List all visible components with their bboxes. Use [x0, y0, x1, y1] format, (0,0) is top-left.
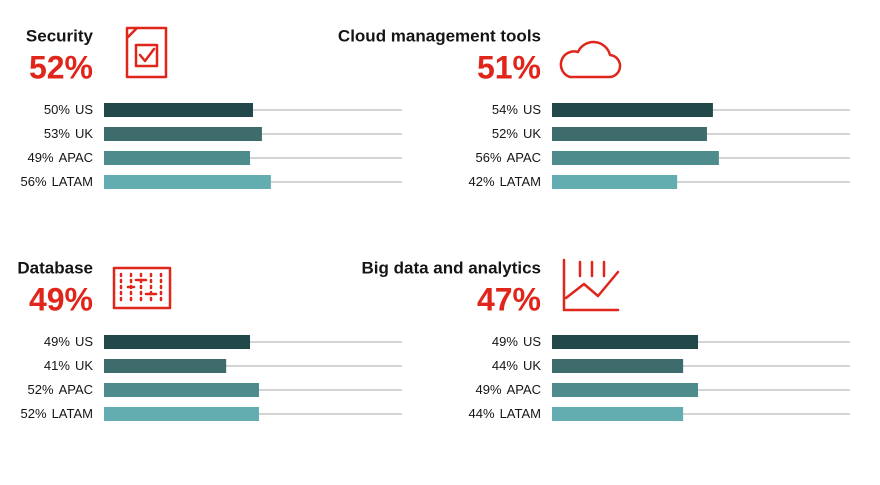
value-label: 56%: [21, 174, 47, 189]
category-label: APAC: [59, 150, 93, 165]
row-label: 44% LATAM: [469, 406, 541, 421]
bar: [104, 103, 253, 117]
row-label: 41% UK: [44, 358, 93, 373]
category-label: US: [523, 334, 541, 349]
bar: [104, 127, 262, 141]
analytics-icon: [562, 258, 620, 312]
bar: [552, 151, 719, 165]
bar: [552, 407, 684, 421]
row-label: 56% APAC: [476, 150, 541, 165]
row-label: 49% US: [492, 334, 541, 349]
value-label: 56%: [476, 150, 502, 165]
category-label: US: [75, 102, 93, 117]
category-label: US: [75, 334, 93, 349]
chart-title: Database: [17, 258, 93, 277]
category-label: APAC: [507, 382, 541, 397]
bar: [552, 127, 707, 141]
security-icon: [125, 26, 168, 79]
value-label: 53%: [44, 126, 70, 141]
value-label: 54%: [492, 102, 518, 117]
headline: 52%: [29, 49, 93, 85]
bar: [552, 103, 713, 117]
row-label: 49% US: [44, 334, 93, 349]
bar: [552, 359, 684, 373]
category-label: LATAM: [500, 406, 541, 421]
headline: 49%: [29, 281, 93, 317]
category-label: UK: [75, 126, 93, 141]
row-label: 56% LATAM: [21, 174, 93, 189]
value-label: 42%: [469, 174, 495, 189]
row-label: 52% UK: [492, 126, 541, 141]
headline: 47%: [477, 281, 541, 317]
value-label: 52%: [492, 126, 518, 141]
row-label: 49% APAC: [476, 382, 541, 397]
value-label: 49%: [476, 382, 502, 397]
category-label: UK: [523, 126, 541, 141]
cloud-icon: [559, 40, 622, 79]
value-label: 41%: [44, 358, 70, 373]
value-label: 52%: [21, 406, 47, 421]
row-label: 52% APAC: [28, 382, 93, 397]
category-label: LATAM: [52, 406, 93, 421]
value-label: 49%: [28, 150, 54, 165]
value-label: 50%: [44, 102, 70, 117]
chart-title: Cloud management tools: [338, 26, 541, 45]
row-label: 44% UK: [492, 358, 541, 373]
row-label: 52% LATAM: [21, 406, 93, 421]
bar: [104, 151, 251, 165]
database-icon: [112, 266, 172, 310]
bar: [552, 383, 699, 397]
row-label: 49% APAC: [28, 150, 93, 165]
chart-title: Security: [26, 26, 94, 45]
category-label: UK: [75, 358, 93, 373]
value-label: 52%: [28, 382, 54, 397]
bar: [552, 335, 699, 349]
category-label: LATAM: [500, 174, 541, 189]
headline: 51%: [477, 49, 541, 85]
category-label: US: [523, 102, 541, 117]
category-label: LATAM: [52, 174, 93, 189]
category-label: APAC: [59, 382, 93, 397]
row-label: 42% LATAM: [469, 174, 541, 189]
value-label: 49%: [492, 334, 518, 349]
value-label: 44%: [469, 406, 495, 421]
row-label: 50% US: [44, 102, 93, 117]
bar: [104, 335, 251, 349]
bar: [104, 359, 227, 373]
bar: [104, 175, 271, 189]
value-label: 49%: [44, 334, 70, 349]
category-label: APAC: [507, 150, 541, 165]
value-label: 44%: [492, 358, 518, 373]
bar: [104, 383, 259, 397]
chart-title: Big data and analytics: [362, 258, 542, 277]
bar: [104, 407, 259, 421]
category-label: UK: [523, 358, 541, 373]
row-label: 53% UK: [44, 126, 93, 141]
bar: [552, 175, 678, 189]
row-label: 54% US: [492, 102, 541, 117]
